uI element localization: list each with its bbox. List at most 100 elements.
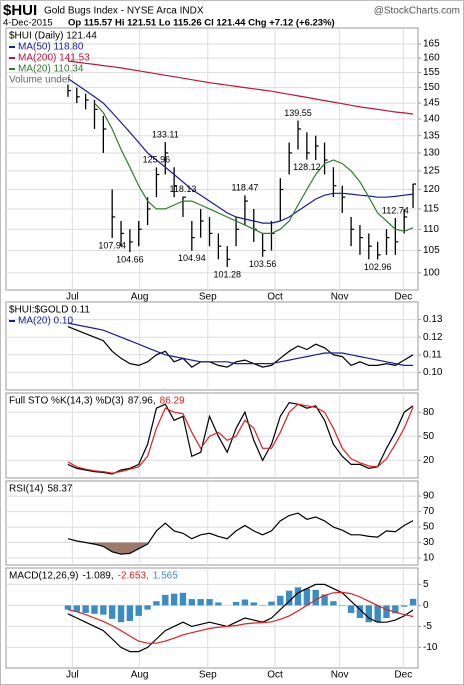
series-line [67, 78, 414, 224]
histogram-bar [250, 602, 257, 606]
legend-title: Full STO %K(14,3) %D(3) [9, 396, 124, 407]
histogram-bar [392, 605, 399, 614]
y-tick-label: 20 [423, 455, 435, 466]
histogram-bar [409, 598, 417, 606]
y-tick-label: 0 [423, 600, 429, 611]
series-line [67, 403, 414, 474]
main-line [67, 326, 414, 368]
price-annotation: 103.56 [249, 259, 277, 269]
credit: @StockCharts.com [374, 6, 460, 17]
y-tick-label: 125 [423, 165, 440, 176]
legend-title: $HUI:$GOLD 0.11 [9, 305, 90, 316]
histogram-bar [126, 605, 134, 621]
histogram-bar [268, 601, 275, 606]
legend-entry: MA(20) 0.10 [18, 316, 73, 327]
histogram-bar [356, 605, 364, 618]
histogram-bar [294, 587, 302, 606]
histogram-bar [241, 599, 249, 606]
histogram-bar [215, 602, 222, 606]
histogram-bar [197, 599, 204, 606]
y-tick-label: 50 [423, 431, 435, 442]
x-tick-label: Dec [394, 670, 412, 681]
histogram-bar [91, 605, 98, 614]
legend-entry: MA(50) 118.80 [18, 42, 84, 53]
panel [6, 28, 418, 290]
histogram-bar [188, 599, 196, 606]
x-tick-label: Dec [394, 292, 412, 303]
x-tick-label: Oct [267, 292, 283, 303]
histogram-bar [153, 601, 160, 606]
y-tick-label: 115 [423, 204, 439, 215]
x-tick-label: Sep [199, 670, 217, 681]
histogram-bar [82, 605, 89, 613]
legend-entry: 86.29 [160, 396, 185, 407]
price-annotation: 139.55 [284, 108, 312, 118]
y-tick-label: 120 [423, 184, 440, 195]
y-tick-label: 130 [423, 148, 440, 159]
panel-frame [5, 301, 419, 391]
y-tick-label: 155 [423, 67, 440, 78]
y-tick-label: 135 [423, 130, 440, 141]
series-line [67, 322, 413, 366]
y-tick-label: 145 [423, 98, 440, 109]
histogram-bar [206, 599, 213, 606]
histogram-bar [179, 592, 187, 606]
y-tick-label: 80 [423, 407, 435, 418]
y-tick-label: -10 [423, 642, 438, 653]
histogram-bar [64, 605, 72, 610]
y-tick-label: 90 [423, 491, 435, 502]
x-tick-label: Jul [66, 670, 79, 681]
price-annotation: 112.74 [382, 205, 409, 215]
histogram-bar [330, 601, 337, 606]
y-tick-label: 0.11 [423, 349, 442, 360]
index-name: Gold Bugs Index - NYSE Arca INDX [44, 6, 204, 17]
x-tick-label: Nov [331, 670, 349, 681]
y-tick-label: 70 [423, 506, 435, 517]
y-tick-label: 5 [423, 579, 429, 590]
series-line [94, 102, 414, 234]
y-tick-label: -5 [423, 621, 432, 632]
legend-entry: -2.653, [118, 571, 149, 582]
histogram-bar [303, 588, 311, 606]
y-tick-label: 0.10 [423, 367, 443, 378]
series-line [67, 583, 414, 653]
histogram-bar [73, 605, 80, 612]
histogram-bar [312, 589, 319, 606]
price-annotation: 104.66 [116, 254, 144, 264]
y-tick-label: 150 [423, 82, 440, 93]
x-tick-label: Oct [267, 670, 283, 681]
legend-entry: 87.96, [128, 396, 156, 407]
y-tick-label: 0.13 [423, 314, 443, 325]
legend-title: RSI(14) [9, 484, 43, 495]
histogram-bar [162, 594, 169, 606]
y-tick-label: 160 [423, 53, 440, 64]
histogram-bar [232, 602, 240, 606]
legend-entry: 1.565 [153, 571, 178, 582]
price-annotation: 125.96 [143, 155, 171, 165]
panel [6, 568, 418, 668]
histogram-bar [365, 605, 373, 623]
x-tick-label: Nov [331, 292, 349, 303]
y-tick-label: 100 [423, 267, 440, 278]
price-annotation: 118.47 [231, 183, 258, 193]
legend-note: Volume undef [9, 75, 70, 86]
histogram-bar [170, 593, 178, 606]
panel [6, 302, 418, 390]
y-tick-label: 165 [423, 39, 440, 50]
x-tick-label: Aug [131, 670, 149, 681]
legend-entry: -1.089, [82, 571, 113, 582]
histogram-bar [100, 605, 107, 615]
panel [6, 393, 418, 478]
price-annotation: 104.94 [178, 253, 206, 263]
histogram-bar [135, 605, 142, 616]
histogram-bar [347, 605, 355, 613]
panel-frame [5, 480, 419, 566]
legend-entry: MA(200) 141.53 [18, 53, 90, 64]
histogram-bar [117, 605, 125, 623]
price-annotation: 133.11 [152, 130, 179, 140]
y-tick-label: 0.12 [423, 332, 443, 343]
series-line [67, 591, 414, 644]
legend-title: MACD(12,26,9) [9, 571, 78, 582]
histogram-bar [400, 605, 408, 607]
